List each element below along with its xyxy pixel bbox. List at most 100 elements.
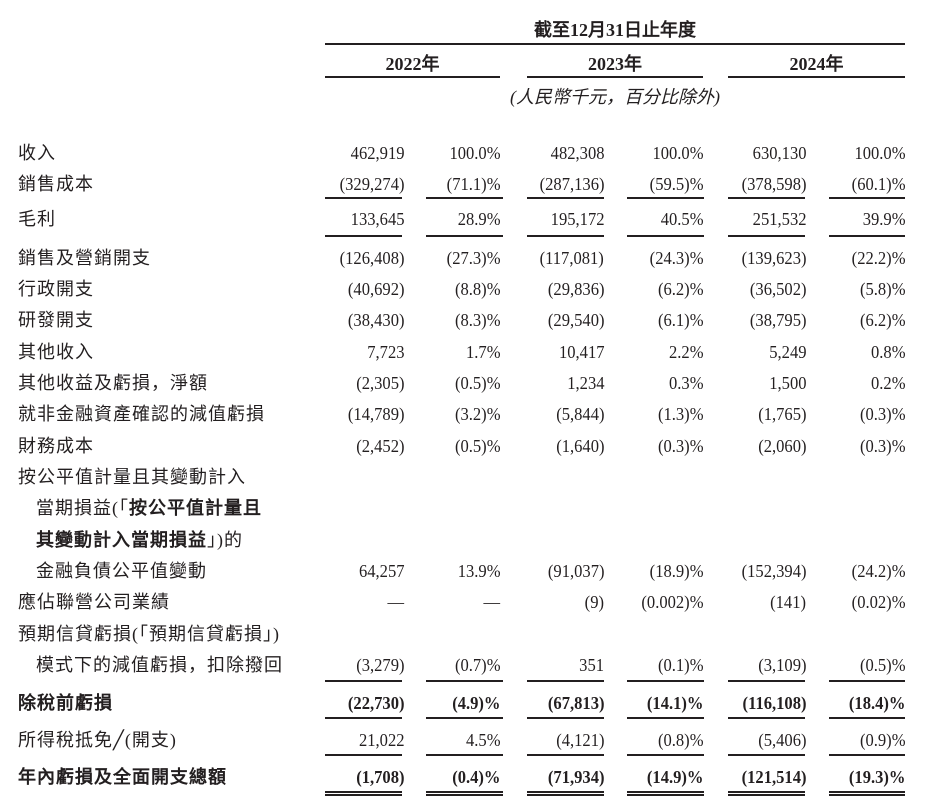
percent-cell: (60.1)% xyxy=(851,174,905,194)
amount-cell: (139,623) xyxy=(741,248,806,268)
percent-cell: (0.7)% xyxy=(454,655,500,675)
percent-cell: — xyxy=(483,592,500,612)
percent-cell: (19.3)% xyxy=(848,767,905,787)
double-underline xyxy=(829,791,905,796)
percent-cell: (0.8)% xyxy=(657,730,703,750)
amount-cell: (5,406) xyxy=(757,730,806,750)
label-segment: 就非金融資產確認的減值虧損 xyxy=(18,404,265,424)
percent-cell: (18.9)% xyxy=(649,561,703,581)
row-label: 金融負債公平值變動 xyxy=(36,560,207,582)
amount-cell: 5,249 xyxy=(768,342,806,362)
underline xyxy=(325,717,402,719)
percent-cell: 0.8% xyxy=(870,342,906,362)
label-segment: 應佔聯營公司業績 xyxy=(18,592,170,612)
amount-cell: (40,692) xyxy=(347,279,404,299)
percent-cell: (0.1)% xyxy=(657,655,703,675)
underline xyxy=(527,235,604,237)
percent-cell: (0.9)% xyxy=(859,730,905,750)
year-rule-2024 xyxy=(728,76,905,78)
amount-cell: 1,500 xyxy=(768,373,806,393)
percent-cell: 13.9% xyxy=(457,561,500,581)
row-label: 其他收益及虧損，淨額 xyxy=(18,372,208,394)
row-label: 所得稅抵免╱(開支) xyxy=(18,729,177,751)
percent-cell: (4.9)% xyxy=(451,693,500,713)
underline xyxy=(527,717,604,719)
amount-cell: (38,795) xyxy=(749,310,806,330)
percent-cell: 28.9% xyxy=(457,209,500,229)
underline xyxy=(728,717,805,719)
label-segment: 收入 xyxy=(18,143,56,163)
period-title: 截至12月31日止年度 xyxy=(534,20,696,40)
amount-cell: 64,257 xyxy=(358,561,404,581)
row-label: 模式下的減值虧損，扣除撥回 xyxy=(36,654,283,676)
underline xyxy=(325,235,402,237)
row-label: 財務成本 xyxy=(18,435,94,457)
amount-cell: (152,394) xyxy=(741,561,806,581)
amount-cell: (9) xyxy=(584,592,604,612)
underline xyxy=(426,197,503,199)
percent-cell: (6.1)% xyxy=(657,310,703,330)
amount-cell: 21,022 xyxy=(358,730,404,750)
amount-cell: 251,532 xyxy=(752,209,806,229)
underline xyxy=(829,754,905,756)
label-segment: 所得稅抵免╱(開支) xyxy=(18,730,177,750)
amount-cell: 462,919 xyxy=(350,143,404,163)
amount-cell: (36,502) xyxy=(749,279,806,299)
label-segment: 」)的 xyxy=(207,530,243,550)
label-segment: 研發開支 xyxy=(18,310,94,330)
amount-cell: (14,789) xyxy=(347,404,404,424)
label-segment: 金融負債公平值變動 xyxy=(36,561,207,581)
percent-cell: (14.9)% xyxy=(646,767,703,787)
double-underline xyxy=(728,791,805,796)
row-label: 當期損益(「按公平值計量且 xyxy=(36,497,262,519)
percent-cell: (6.2)% xyxy=(657,279,703,299)
label-segment: 行政開支 xyxy=(18,279,94,299)
amount-cell: 7,723 xyxy=(366,342,404,362)
label-segment: 預期信貸虧損(「預期信貸虧損」) xyxy=(18,624,280,644)
percent-cell: (1.3)% xyxy=(657,404,703,424)
label-segment: 模式下的減值虧損，扣除撥回 xyxy=(36,655,283,675)
row-label: 除稅前虧損 xyxy=(18,692,113,714)
underline xyxy=(527,754,604,756)
percent-cell: (27.3)% xyxy=(446,248,500,268)
amount-cell: (329,274) xyxy=(339,174,404,194)
underline xyxy=(728,754,805,756)
row-label: 年內虧損及全面開支總額 xyxy=(18,766,227,788)
header-rule xyxy=(325,43,905,45)
label-segment: 財務成本 xyxy=(18,436,94,456)
underline xyxy=(829,717,905,719)
year-rule-2022 xyxy=(325,76,500,78)
label-segment: 銷售成本 xyxy=(18,174,94,194)
percent-cell: (8.3)% xyxy=(454,310,500,330)
double-underline xyxy=(627,791,704,796)
percent-cell: (6.2)% xyxy=(859,310,905,330)
percent-cell: (0.3)% xyxy=(859,436,905,456)
percent-cell: (14.1)% xyxy=(646,693,703,713)
amount-cell: (29,540) xyxy=(547,310,604,330)
amount-cell: 195,172 xyxy=(550,209,604,229)
underline xyxy=(325,680,402,682)
underline xyxy=(829,235,905,237)
percent-cell: (0.5)% xyxy=(859,655,905,675)
percent-cell: (0.002)% xyxy=(640,592,703,612)
percent-cell: (5.8)% xyxy=(859,279,905,299)
percent-cell: 0.3% xyxy=(668,373,704,393)
amount-cell: (71,934) xyxy=(547,767,604,787)
percent-cell: (0.3)% xyxy=(859,404,905,424)
percent-cell: (24.3)% xyxy=(649,248,703,268)
label-segment: 當期損益(「 xyxy=(36,498,129,518)
percent-cell: (0.5)% xyxy=(454,436,500,456)
percent-cell: 40.5% xyxy=(660,209,703,229)
underline xyxy=(426,754,503,756)
amount-cell: (22,730) xyxy=(347,693,404,713)
amount-cell: (141) xyxy=(770,592,806,612)
amount-cell: (38,430) xyxy=(347,310,404,330)
double-underline xyxy=(325,791,402,796)
percent-cell: (18.4)% xyxy=(848,693,905,713)
row-label: 行政開支 xyxy=(18,278,94,300)
label-segment: 其他收入 xyxy=(18,342,94,362)
percent-cell: (22.2)% xyxy=(851,248,905,268)
amount-cell: (1,708) xyxy=(355,767,404,787)
year-2024: 2024年 xyxy=(789,54,844,74)
row-label: 就非金融資產確認的減值虧損 xyxy=(18,403,265,425)
